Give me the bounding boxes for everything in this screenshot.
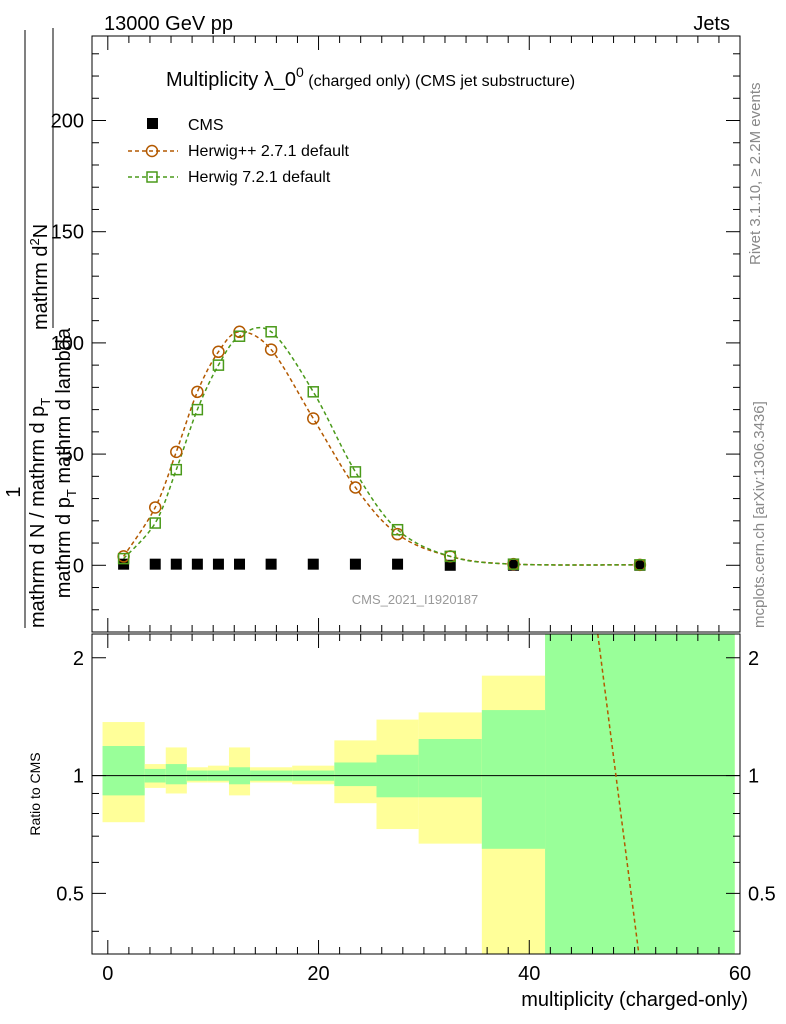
y-tick-label: 150 — [51, 222, 84, 244]
rivet-version-text: Rivet 3.1.10, ≥ 2.2M events — [747, 83, 764, 266]
cms-point — [191, 558, 203, 570]
ratio-frame — [91, 633, 741, 955]
analysis-tag: CMS_2021_I1920187 — [352, 592, 479, 607]
y-tick-label: 100 — [51, 333, 84, 355]
ratio-y-tick-label-left: 2 — [73, 648, 84, 670]
herwigpp-point — [349, 481, 362, 494]
ratio-band-green — [418, 739, 482, 798]
header-left: 13000 GeV pp — [104, 13, 233, 35]
legend-label-herwig7: Herwig 7.2.1 default — [188, 169, 331, 186]
ylabel-frac-den-part1: mathrm d N / mathrm d p — [27, 406, 49, 628]
mcplots-credit-text: mcplots.cern.ch [arXiv:1306.3436] — [751, 401, 768, 628]
ratio-band-green — [165, 764, 187, 785]
series-line-herwig7 — [123, 326, 640, 566]
herwigpp-point — [264, 343, 278, 356]
ylabel-numerator: mathrm d2N — [27, 224, 52, 330]
ratio-y-tick-label-right: 0.5 — [748, 883, 776, 905]
cms-point — [234, 558, 246, 570]
herwigpp-point — [170, 445, 183, 459]
ratio-ylabel: Ratio to CMS — [27, 752, 43, 835]
main-ylabel: mathrm d2N mathrm d pT mathrm d lambda 1… — [3, 28, 79, 628]
ratio-band-green — [545, 634, 735, 954]
legend-marker-herwig7 — [146, 171, 158, 183]
ratio-bands — [102, 634, 735, 954]
ylabel-den-part2: mathrm d lambda — [53, 327, 75, 489]
ylabel-fraction-numerator: 1 — [3, 486, 25, 497]
x-tick-label: 20 — [307, 963, 329, 985]
ylabel-frac-den-sub: T — [38, 398, 53, 406]
y-tick-label: 200 — [51, 111, 84, 133]
ylabel-num-part1: mathrm d — [30, 246, 52, 330]
chart-title: Multiplicity λ_00 (charged only) (CMS je… — [166, 64, 575, 91]
herwig7-point — [212, 359, 225, 371]
ratio-y-tick-label-left: 0.5 — [56, 883, 84, 905]
series-line-herwigpp — [122, 331, 640, 566]
cms-point — [265, 558, 277, 570]
legend-label-cms: CMS — [188, 117, 224, 134]
x-tick-label: 40 — [518, 963, 540, 985]
chart-title-sup: 0 — [296, 64, 304, 80]
ylabel-den-part1: mathrm d p — [53, 497, 75, 598]
ylabel-denominator: mathrm d pT mathrm d lambda — [53, 327, 79, 598]
herwig7-point — [149, 517, 161, 529]
ratio-y-tick-label-left: 1 — [73, 766, 84, 788]
header-right: Jets — [693, 13, 730, 35]
cms-point — [392, 558, 404, 570]
ylabel-den-sub: T — [64, 489, 79, 497]
herwig7-point — [307, 386, 320, 398]
ratio-line-herwigpp — [597, 633, 640, 955]
herwig7-point — [265, 326, 277, 338]
legend-marker-herwigpp — [145, 144, 159, 158]
herwig7-point — [634, 559, 646, 571]
chart-title-rest: (charged only) (CMS jet substructure) — [304, 73, 575, 90]
herwigpp-point — [148, 501, 162, 514]
ratio-series — [92, 633, 740, 955]
ylabel-num-part2: N — [30, 224, 52, 238]
herwig7-point — [444, 550, 456, 563]
ratio-xlabel: multiplicity (charged-only) — [521, 989, 748, 1011]
main-frame — [91, 35, 741, 633]
herwigpp-point — [212, 345, 225, 359]
herwig7-point — [191, 403, 204, 416]
main-series — [117, 325, 647, 572]
herwig7-point — [170, 463, 183, 476]
herwig7-point — [117, 552, 130, 565]
herwigpp-point — [307, 412, 320, 425]
legend-marker-cms — [147, 118, 158, 129]
cms-point — [170, 558, 182, 570]
ratio-y-tick-label-right: 2 — [748, 648, 759, 670]
ylabel-fraction-denominator: mathrm d N / mathrm d pT — [27, 398, 53, 628]
herwig7-point — [391, 523, 404, 536]
y-tick-label: 0 — [73, 555, 84, 577]
cms-point — [507, 559, 519, 571]
ylabel-num-sup: 2 — [27, 238, 42, 245]
herwig7-point — [349, 466, 362, 478]
ratio-band-green — [102, 746, 145, 796]
cms-point — [149, 558, 161, 570]
x-tick-label: 60 — [729, 963, 751, 985]
ratio-ticks: 0.5 0.51 12 20 20 40 60 — [56, 634, 776, 985]
ratio-panel: 0.5 0.51 12 20 20 40 60 Ratio to CMS multiplic… — [27, 633, 776, 1011]
herwig7-point — [507, 558, 520, 570]
cms-point — [349, 558, 361, 570]
herwig7-point — [233, 330, 246, 342]
ratio-band-green — [481, 710, 546, 849]
cms-point — [634, 559, 646, 571]
herwigpp-point — [191, 385, 204, 399]
ratio-y-tick-label-right: 1 — [748, 766, 759, 788]
chart-title-main: Multiplicity λ_0 — [166, 69, 296, 91]
legend: CMS Herwig++ 2.7.1 default Herwig 7.2.1 … — [128, 117, 350, 186]
cms-point — [212, 558, 224, 570]
y-tick-label: 50 — [62, 444, 84, 466]
x-tick-label: 0 — [102, 963, 113, 985]
legend-label-herwigpp: Herwig++ 2.7.1 default — [188, 143, 350, 160]
cms-point — [444, 559, 456, 571]
ratio-band-green — [334, 762, 377, 787]
cms-point — [307, 558, 319, 570]
main-ticks: 0 50 100 150 200 — [51, 36, 740, 632]
